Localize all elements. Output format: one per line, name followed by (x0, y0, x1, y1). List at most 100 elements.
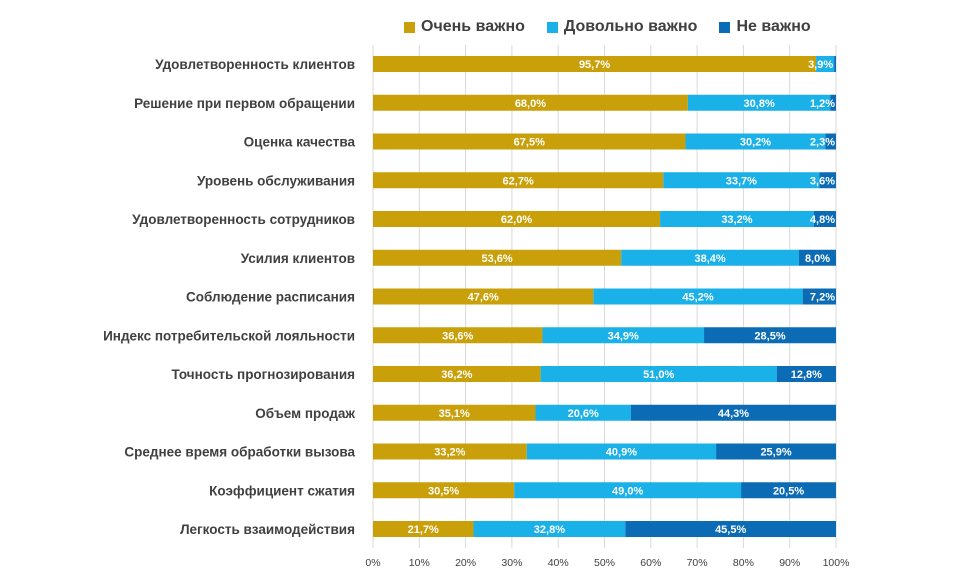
legend-swatch (546, 21, 558, 33)
data-label: 45,2% (682, 292, 713, 304)
bar-segment (621, 249, 799, 266)
bar-segment (473, 521, 626, 537)
data-label: 30,2% (740, 137, 771, 149)
data-label: 62,0% (501, 214, 532, 226)
x-tick-label: 0% (365, 557, 380, 569)
bar-segment (704, 327, 836, 344)
category-label: Легкость взаимодействия (180, 522, 355, 537)
bar-segment (514, 482, 742, 499)
category-label: Уровень обслуживания (197, 173, 355, 188)
data-label: 30,5% (428, 485, 459, 497)
bar-segment (373, 404, 536, 421)
bar-segment (834, 56, 836, 72)
legend-item-very-important: Очень важно (404, 18, 525, 36)
x-tick-label: 80% (733, 557, 754, 569)
x-tick-label: 100% (823, 557, 850, 569)
data-label: 1,2% (810, 98, 835, 110)
data-label: 47,6% (468, 292, 499, 304)
category-label: Среднее время обработки вызова (124, 445, 355, 460)
legend-label: Не важно (736, 18, 811, 35)
bar-segment (373, 482, 515, 499)
x-tick-label: 20% (455, 557, 476, 569)
bar-segment (630, 404, 836, 421)
bar-segment (816, 56, 835, 72)
data-label: 28,5% (754, 330, 785, 342)
legend-swatch (404, 21, 415, 33)
data-label: 40,9% (606, 447, 637, 459)
data-label: 95,7% (579, 59, 610, 71)
data-label: 49,0% (612, 485, 643, 497)
data-label: 33,2% (434, 447, 465, 459)
data-label: 21,7% (408, 524, 439, 536)
data-label: 38,4% (694, 253, 725, 265)
bar-segment (535, 404, 631, 421)
bar-segment (373, 366, 541, 382)
bar-segment (542, 327, 705, 344)
bar-segment (813, 211, 836, 227)
bar-segment (373, 133, 686, 150)
bar-segment (798, 249, 836, 266)
data-label: 3,9% (808, 59, 833, 71)
data-label: 33,7% (726, 175, 757, 187)
data-label: 36,6% (442, 330, 473, 342)
category-label: Оценка качества (244, 135, 356, 150)
bar-segment (687, 94, 831, 111)
bar-segment (373, 288, 594, 305)
x-tick-label: 60% (640, 557, 661, 569)
x-tick-label: 40% (548, 557, 569, 569)
bar-segment (776, 366, 836, 382)
bar-segment (373, 172, 664, 189)
bar-segment (373, 211, 661, 227)
data-label: 35,1% (439, 408, 470, 420)
data-label: 51,0% (643, 369, 674, 381)
bar-segment (663, 172, 820, 189)
data-label: 8,0% (805, 253, 830, 265)
data-label: 36,2% (441, 369, 472, 381)
data-label: 3,6% (810, 175, 835, 187)
data-label: 62,7% (503, 175, 534, 187)
bar-segment (830, 94, 836, 111)
category-label: Соблюдение расписания (186, 290, 355, 305)
legend-swatch (719, 21, 731, 33)
category-label: Усилия клиентов (241, 251, 355, 266)
x-tick-label: 50% (594, 557, 615, 569)
bar-segment (373, 56, 817, 72)
data-label: 30,8% (744, 98, 775, 110)
bar-segment (373, 443, 527, 460)
bar-segment (540, 366, 777, 382)
data-label: 44,3% (718, 408, 749, 420)
bar-segment (373, 249, 622, 266)
category-label: Коэффициент сжатия (209, 483, 355, 498)
data-label: 20,5% (773, 485, 804, 497)
bar-segment (716, 443, 836, 460)
data-label: 20,6% (568, 408, 599, 420)
category-label: Удовлетворенность клиентов (155, 57, 355, 72)
data-label: 53,6% (481, 253, 512, 265)
data-label: 2,3% (810, 137, 835, 149)
category-label: Решение при первом обращении (134, 96, 355, 111)
x-tick-label: 10% (409, 557, 430, 569)
bar-segment (825, 133, 836, 150)
x-tick-label: 30% (501, 557, 522, 569)
data-label: 32,8% (534, 524, 565, 536)
bar-segment (593, 288, 803, 305)
category-label: Индекс потребительской лояльности (103, 328, 355, 343)
legend-label: Очень важно (421, 18, 525, 35)
bar-segment (660, 211, 814, 227)
bar-segment (526, 443, 717, 460)
bar-segment (373, 327, 543, 344)
category-label: Точность прогнозирования (172, 367, 356, 382)
data-label: 45,5% (715, 524, 746, 536)
bar-segment (819, 172, 836, 189)
chart-legend: Очень важно Довольно важно Не важно (404, 18, 833, 36)
category-label: Удовлетворенность сотрудников (132, 212, 355, 227)
bar-segment (373, 94, 688, 111)
data-label: 33,2% (721, 214, 752, 226)
data-label: 4,8% (810, 214, 835, 226)
data-label: 68,0% (515, 98, 546, 110)
x-tick-label: 70% (687, 557, 708, 569)
legend-item-not-important: Не важно (719, 18, 811, 36)
data-label: 67,5% (514, 137, 545, 149)
data-label: 7,2% (810, 292, 835, 304)
data-label: 34,9% (608, 330, 639, 342)
